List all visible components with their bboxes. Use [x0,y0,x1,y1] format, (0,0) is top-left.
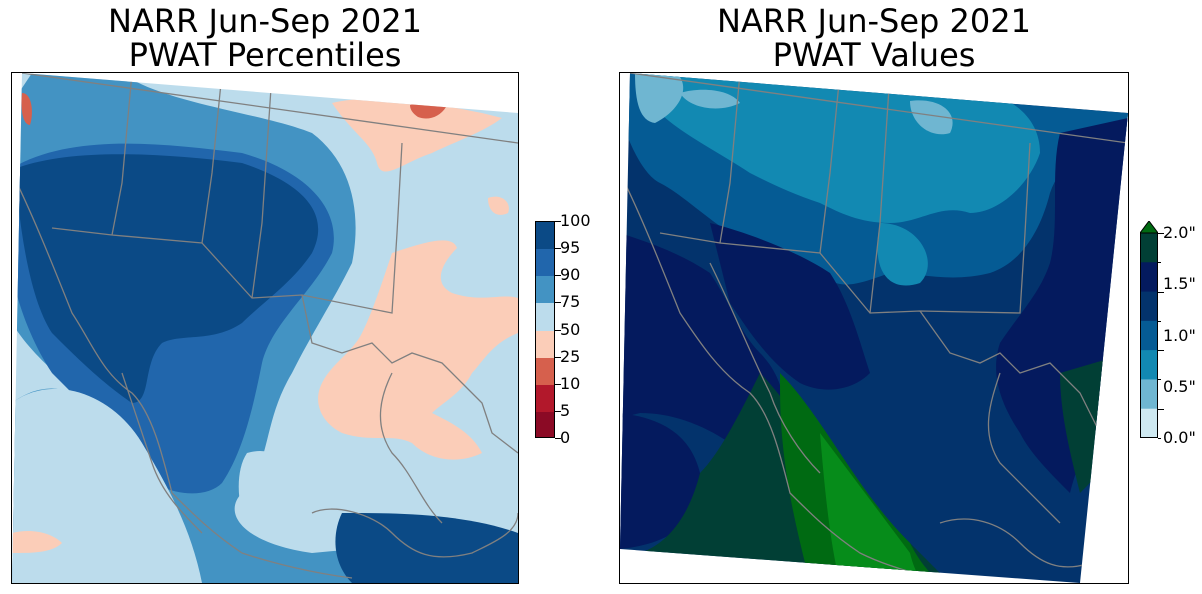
percentiles-colorbar-tick-label: 50 [560,319,581,339]
percentiles-colorbar-tick-label: 25 [560,346,581,366]
val-region-1.75-2.0 [780,373,940,583]
percentiles-colorbar-tick-mark [555,275,561,277]
values-colorbar-segment [1140,320,1158,351]
pct-region-50-75-pacific [12,388,202,583]
pct-region-10-25-coast [21,93,32,125]
percentiles-colorbar-tick-label: 90 [560,265,581,285]
pct-region-25-50-plains [318,240,518,460]
pct-region-25-50-north [332,98,502,172]
pct-region-50-75-mexico [238,451,295,528]
values-colorbar-tick-mark [1158,379,1161,381]
values-colorbar-tick-mark [1158,438,1161,439]
val-region-0.25-0.5-n [910,100,953,135]
percentiles-map-svg [12,73,518,583]
val-region-0.5-0.75-b [877,223,928,286]
val-region-0.25-0.5-n2 [680,89,740,109]
values-map [619,72,1129,584]
values-colorbar-segment [1140,350,1158,380]
values-colorbar-tick-label: 2.0" [1163,223,1196,242]
values-colorbar-svg [1140,221,1158,438]
values-colorbar-extend-arrow [1140,221,1158,234]
percentiles-colorbar-gradient [535,221,555,438]
percentiles-colorbar-tick-mark [555,438,561,439]
val-region-1.25-1.5-pacific [620,413,701,549]
values-colorbar-tick-mark [1158,262,1161,264]
pct-region-10-25-north [410,102,446,119]
values-colorbar-segment [1140,408,1158,438]
percentiles-title-line2: PWAT Percentiles [128,36,402,74]
values-colorbar-tick-label: 1.0" [1163,325,1196,345]
percentiles-colorbar-segment [536,222,554,250]
percentiles-colorbar-tick-label: 10 [560,373,581,393]
percentiles-colorbar-tick-mark [555,248,561,250]
percentiles-colorbar [535,221,555,438]
percentiles-colorbar-tick-label: 100 [560,211,591,230]
val-region-1.25-1.5-west [620,233,784,450]
percentiles-colorbar-tick-mark [555,356,561,358]
pct-region-95-100-south [335,513,518,583]
values-colorbar-segment [1140,233,1158,263]
pct-boundaries [12,73,518,579]
percentiles-colorbar-segment [536,357,554,386]
values-title-line2: PWAT Values [772,36,976,74]
percentiles-title-line1: NARR Jun-Sep 2021 [108,2,422,40]
percentiles-colorbar-segment [536,303,554,331]
percentiles-colorbar-tick-label: 5 [560,400,571,420]
percentiles-colorbar-tick-mark [555,302,561,304]
values-colorbar-segment [1140,262,1158,293]
val-region-1.25-1.5-gulf [710,223,870,390]
pct-region-25-50-east [488,196,509,215]
percentiles-colorbar-tick-mark [555,329,561,331]
percentiles-colorbar-tick-label: 95 [560,238,581,258]
val-region-2.0-plus [820,433,925,583]
values-colorbar-tick-label: 0.0" [1163,428,1196,447]
values-colorbar-tick-mark [1158,233,1164,234]
percentiles-colorbar-tick-label: 0 [560,428,571,447]
values-map-svg [620,73,1128,583]
percentiles-colorbar-tick-mark [555,410,561,412]
values-colorbar-tick-mark [1158,291,1164,293]
percentiles-colorbar-tick-mark [555,383,561,385]
percentiles-colorbar-segment [536,276,554,304]
values-colorbar-segment [1140,291,1158,322]
pct-region-95-100 [17,154,319,403]
percentiles-colorbar-tick-mark [555,221,561,222]
values-colorbar-tick-mark [1158,408,1164,410]
val-region-0.25-0.5-nw [635,73,684,123]
percentiles-colorbar-tick-label: 75 [560,292,581,312]
values-title: NARR Jun-Sep 2021 PWAT Values [619,4,1129,72]
values-colorbar-tick-label: 0.5" [1163,376,1196,396]
percentiles-colorbar-segment [536,249,554,277]
pct-region-25-50-sw [12,531,62,553]
values-colorbar [1140,221,1158,438]
percentiles-title: NARR Jun-Sep 2021 PWAT Percentiles [12,4,518,72]
percentiles-colorbar-segment [536,384,554,413]
percentiles-map [11,72,519,584]
percentiles-colorbar-segment [536,411,554,437]
values-title-line1: NARR Jun-Sep 2021 [717,2,1031,40]
percentiles-colorbar-segment [536,330,554,359]
values-colorbar-tick-label: 1.5" [1163,274,1196,294]
values-colorbar-segment [1140,379,1158,410]
val-boundaries [620,73,1128,583]
values-colorbar-tick-mark [1158,350,1164,352]
values-colorbar-border [1140,232,1158,438]
values-colorbar-tick-mark [1158,320,1161,322]
